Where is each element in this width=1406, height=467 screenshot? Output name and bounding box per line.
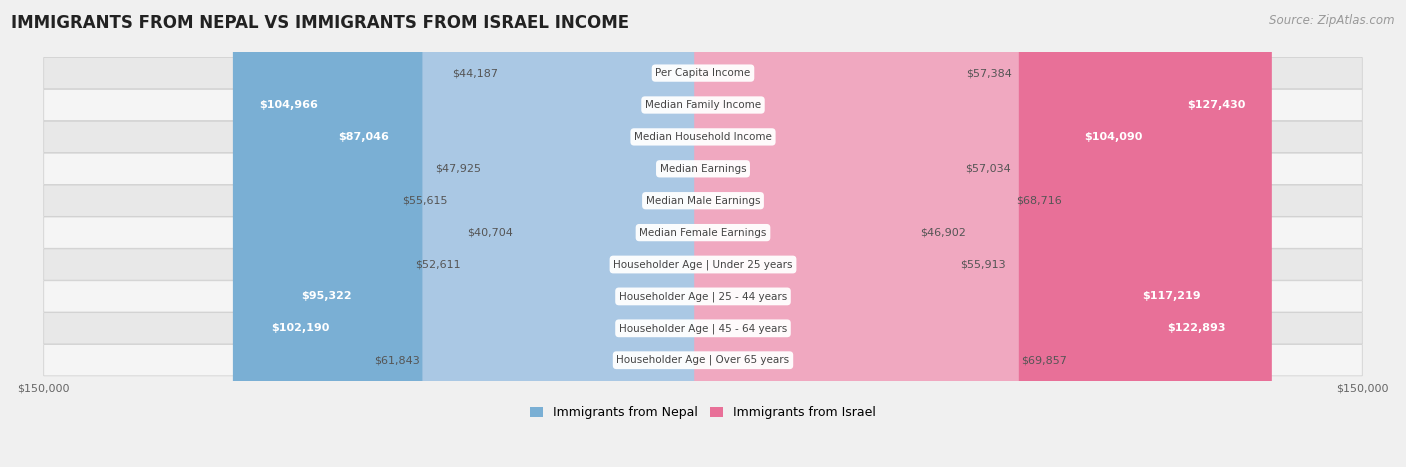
Text: $117,219: $117,219 — [1142, 291, 1201, 301]
FancyBboxPatch shape — [44, 185, 1362, 216]
Legend: Immigrants from Nepal, Immigrants from Israel: Immigrants from Nepal, Immigrants from I… — [526, 401, 880, 424]
FancyBboxPatch shape — [695, 0, 1014, 467]
Text: Per Capita Income: Per Capita Income — [655, 68, 751, 78]
FancyBboxPatch shape — [233, 0, 711, 467]
FancyBboxPatch shape — [44, 217, 1362, 248]
FancyBboxPatch shape — [695, 0, 918, 467]
FancyBboxPatch shape — [695, 0, 1251, 467]
Text: Median Male Earnings: Median Male Earnings — [645, 196, 761, 205]
Text: $122,893: $122,893 — [1167, 323, 1226, 333]
Text: Householder Age | Under 25 years: Householder Age | Under 25 years — [613, 259, 793, 270]
FancyBboxPatch shape — [276, 0, 711, 467]
FancyBboxPatch shape — [44, 89, 1362, 120]
Text: Source: ZipAtlas.com: Source: ZipAtlas.com — [1270, 14, 1395, 27]
FancyBboxPatch shape — [695, 0, 963, 467]
Text: $57,384: $57,384 — [966, 68, 1012, 78]
Text: $104,966: $104,966 — [259, 100, 318, 110]
FancyBboxPatch shape — [245, 0, 711, 467]
Text: $57,034: $57,034 — [965, 164, 1011, 174]
Text: $40,704: $40,704 — [467, 227, 513, 238]
FancyBboxPatch shape — [695, 0, 1227, 467]
FancyBboxPatch shape — [501, 0, 711, 467]
Text: Median Household Income: Median Household Income — [634, 132, 772, 142]
FancyBboxPatch shape — [695, 0, 1170, 467]
Text: $55,913: $55,913 — [960, 260, 1005, 269]
Text: $87,046: $87,046 — [337, 132, 389, 142]
FancyBboxPatch shape — [695, 0, 957, 467]
Text: $95,322: $95,322 — [302, 291, 353, 301]
Text: $127,430: $127,430 — [1187, 100, 1246, 110]
Text: $61,843: $61,843 — [374, 355, 420, 365]
FancyBboxPatch shape — [695, 0, 1019, 467]
Text: $55,615: $55,615 — [402, 196, 447, 205]
FancyBboxPatch shape — [463, 0, 711, 467]
Text: $104,090: $104,090 — [1084, 132, 1143, 142]
FancyBboxPatch shape — [44, 345, 1362, 376]
Text: $68,716: $68,716 — [1017, 196, 1062, 205]
FancyBboxPatch shape — [44, 57, 1362, 89]
FancyBboxPatch shape — [44, 121, 1362, 153]
Text: Householder Age | Over 65 years: Householder Age | Over 65 years — [616, 355, 790, 366]
Text: $52,611: $52,611 — [415, 260, 461, 269]
FancyBboxPatch shape — [695, 0, 1272, 467]
Text: Householder Age | 25 - 44 years: Householder Age | 25 - 44 years — [619, 291, 787, 302]
Text: Median Female Earnings: Median Female Earnings — [640, 227, 766, 238]
FancyBboxPatch shape — [516, 0, 711, 467]
FancyBboxPatch shape — [44, 153, 1362, 184]
Text: Median Earnings: Median Earnings — [659, 164, 747, 174]
FancyBboxPatch shape — [422, 0, 711, 467]
FancyBboxPatch shape — [44, 313, 1362, 344]
Text: $47,925: $47,925 — [436, 164, 481, 174]
FancyBboxPatch shape — [312, 0, 711, 467]
FancyBboxPatch shape — [44, 281, 1362, 312]
Text: Median Family Income: Median Family Income — [645, 100, 761, 110]
Text: Householder Age | 45 - 64 years: Householder Age | 45 - 64 years — [619, 323, 787, 333]
FancyBboxPatch shape — [484, 0, 711, 467]
Text: $69,857: $69,857 — [1021, 355, 1067, 365]
FancyBboxPatch shape — [695, 0, 965, 467]
Text: $46,902: $46,902 — [920, 227, 966, 238]
Text: IMMIGRANTS FROM NEPAL VS IMMIGRANTS FROM ISRAEL INCOME: IMMIGRANTS FROM NEPAL VS IMMIGRANTS FROM… — [11, 14, 630, 32]
FancyBboxPatch shape — [450, 0, 711, 467]
Text: $102,190: $102,190 — [271, 323, 330, 333]
Text: $44,187: $44,187 — [451, 68, 498, 78]
FancyBboxPatch shape — [44, 249, 1362, 280]
